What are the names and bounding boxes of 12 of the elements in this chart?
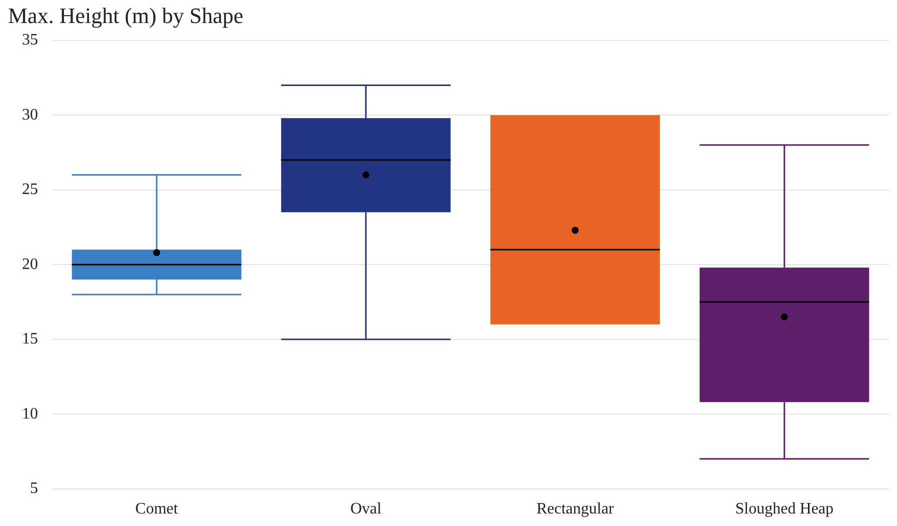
y-tick-label: 15 [22, 330, 38, 348]
x-tick-label: Rectangular [536, 500, 614, 518]
y-tick-label: 10 [22, 405, 38, 422]
x-tick-label: Comet [135, 500, 179, 518]
y-tick-label: 30 [22, 106, 38, 124]
y-tick-label: 35 [22, 32, 38, 49]
y-tick-label: 5 [30, 480, 38, 498]
y-tick-label: 20 [22, 256, 38, 273]
x-tick-label: Sloughed Heap [735, 500, 834, 518]
chart-title: Max. Height (m) by Shape [8, 2, 244, 28]
x-tick-label: Oval [350, 500, 382, 518]
y-tick-label: 25 [22, 181, 38, 198]
